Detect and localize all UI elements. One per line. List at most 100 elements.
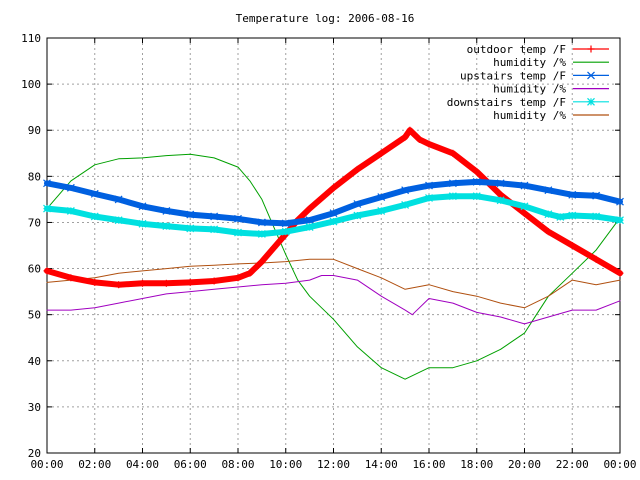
series-1-point bbox=[521, 209, 528, 217]
y-tick-label: 80 bbox=[28, 170, 41, 183]
series-3-point bbox=[568, 190, 577, 199]
series-1-point bbox=[406, 126, 414, 134]
series-1-point bbox=[592, 255, 600, 263]
series-1-point bbox=[353, 165, 361, 173]
series-1-point bbox=[616, 269, 624, 277]
series-6 bbox=[46, 258, 621, 309]
legend-marker bbox=[587, 71, 595, 80]
series-3-point bbox=[329, 209, 338, 218]
series-1-point bbox=[67, 274, 75, 282]
y-tick-label: 90 bbox=[28, 124, 41, 137]
series-3-point bbox=[281, 219, 290, 228]
series-1-point bbox=[186, 278, 194, 286]
series-5-point bbox=[353, 211, 362, 220]
series-3-point bbox=[210, 212, 219, 221]
series-3-point bbox=[186, 210, 195, 219]
x-tick-label: 10:00 bbox=[269, 458, 302, 471]
legend-label: downstairs temp /F bbox=[447, 96, 566, 109]
series-5-point bbox=[234, 228, 242, 237]
series-layer bbox=[43, 126, 624, 380]
series-1-point bbox=[43, 267, 51, 275]
series-5-point bbox=[556, 212, 565, 221]
series-5-point bbox=[544, 210, 553, 219]
series-5-point bbox=[520, 202, 529, 211]
series-5 bbox=[43, 192, 624, 238]
series-3-point bbox=[114, 195, 123, 204]
x-tick-label: 12:00 bbox=[317, 458, 350, 471]
series-5-point bbox=[329, 217, 338, 226]
y-tick-label: 100 bbox=[21, 78, 41, 91]
grid-lines bbox=[47, 38, 620, 453]
series-3-point bbox=[401, 186, 410, 195]
y-tick-label: 40 bbox=[28, 355, 41, 368]
series-1-point bbox=[270, 244, 278, 252]
y-tick-label: 20 bbox=[28, 447, 41, 460]
series-5-line bbox=[44, 193, 623, 237]
legend-marker bbox=[587, 45, 595, 53]
series-3-point bbox=[520, 181, 529, 190]
series-1-point bbox=[401, 133, 409, 141]
legend-marker bbox=[587, 97, 595, 106]
series-3-point bbox=[305, 216, 314, 225]
series-1-point bbox=[210, 277, 218, 285]
legend-label: outdoor temp /F bbox=[467, 43, 566, 56]
legend-label: upstairs temp /F bbox=[460, 69, 566, 82]
series-3-point bbox=[544, 186, 553, 195]
series-5-point bbox=[162, 222, 171, 231]
legend-label: humidity /% bbox=[493, 109, 566, 122]
series-5-point bbox=[377, 206, 386, 215]
series-3-point bbox=[353, 200, 362, 208]
series-3-point bbox=[138, 202, 147, 211]
series-3-point bbox=[66, 183, 75, 192]
legend-label: humidity /% bbox=[493, 56, 566, 69]
series-3-point bbox=[257, 218, 266, 227]
series-5-point bbox=[472, 192, 481, 201]
series-5-point bbox=[90, 212, 99, 221]
x-tick-label: 22:00 bbox=[556, 458, 589, 471]
series-1-point bbox=[415, 135, 423, 143]
series-3-point bbox=[592, 191, 601, 200]
series-1-point bbox=[425, 140, 433, 148]
series-1-point bbox=[449, 149, 457, 157]
series-3-point bbox=[43, 179, 51, 188]
series-5-point bbox=[114, 216, 123, 225]
series-1-point bbox=[568, 242, 576, 249]
x-tick-label: 20:00 bbox=[508, 458, 541, 471]
series-1-point bbox=[306, 205, 314, 213]
series-1-point bbox=[473, 168, 481, 176]
series-1-point bbox=[377, 149, 385, 157]
series-5-point bbox=[43, 204, 51, 213]
chart-title: Temperature log: 2006-08-16 bbox=[236, 12, 415, 25]
series-3-point bbox=[90, 189, 99, 198]
x-tick-label: 08:00 bbox=[221, 458, 254, 471]
series-1-point bbox=[246, 269, 254, 277]
series-6-line bbox=[46, 258, 621, 309]
series-2 bbox=[46, 153, 621, 380]
y-tick-label: 30 bbox=[28, 401, 41, 414]
x-tick-label: 18:00 bbox=[460, 458, 493, 471]
x-axis: 00:00 02:00 04:00 06:00 08:00 10:00 12:00 14:00… bbox=[30, 38, 637, 471]
x-tick-label: 04:00 bbox=[126, 458, 159, 471]
series-5-point bbox=[281, 227, 290, 236]
series-3-point bbox=[448, 179, 457, 188]
series-5-point bbox=[66, 206, 75, 215]
series-4 bbox=[46, 275, 621, 325]
x-tick-label: 14:00 bbox=[365, 458, 398, 471]
series-5-point bbox=[186, 224, 195, 233]
y-tick-label: 70 bbox=[28, 216, 41, 229]
series-3-point bbox=[234, 214, 242, 223]
series-3-point bbox=[472, 177, 481, 186]
series-5-point bbox=[496, 196, 505, 205]
y-tick-label: 110 bbox=[21, 32, 41, 45]
x-tick-label: 00:00 bbox=[30, 458, 63, 471]
y-tick-label: 60 bbox=[28, 263, 41, 276]
series-5-point bbox=[592, 212, 601, 221]
series-5-point bbox=[616, 216, 624, 225]
series-2-line bbox=[46, 153, 621, 380]
x-tick-label: 16:00 bbox=[412, 458, 445, 471]
series-5-point bbox=[448, 192, 457, 201]
series-1-point bbox=[139, 279, 146, 287]
series-1-point bbox=[330, 184, 337, 192]
